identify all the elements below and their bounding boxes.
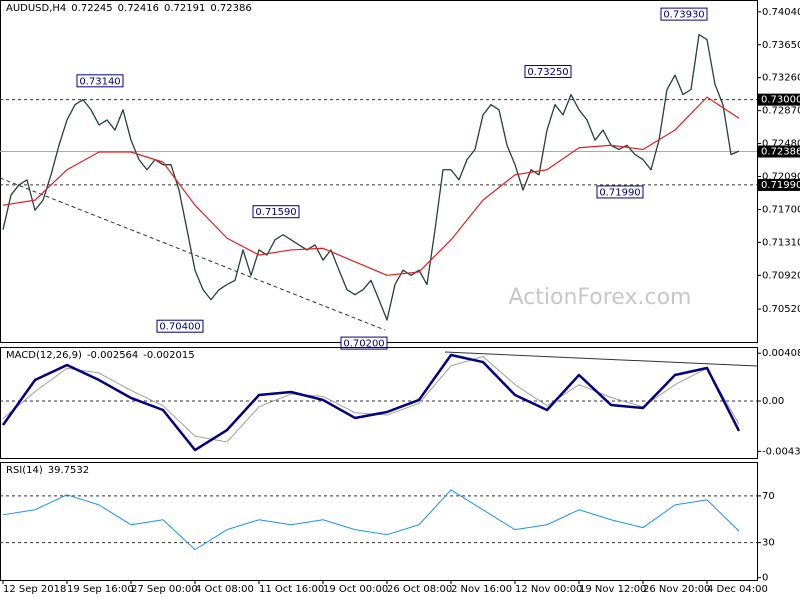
title: MACD(12,26,9) — [6, 350, 82, 361]
level-label: 0.72386 — [761, 146, 800, 157]
header-value: -0.002015 — [143, 350, 194, 361]
x-tick-label: 27 Sep 00:00 — [131, 584, 198, 595]
annotation-box — [252, 205, 300, 219]
annotation-label: 0.71590 — [255, 207, 296, 218]
trend-line — [0, 177, 386, 331]
y-tick-label: 0.72870 — [762, 106, 800, 117]
level-label-box — [757, 93, 800, 106]
annotation-label: 0.70400 — [159, 322, 200, 333]
header-value: 39.7532 — [48, 465, 89, 476]
x-tick-label: 4 Dec 04:00 — [707, 584, 768, 595]
header-value: -0.002564 — [87, 350, 138, 361]
x-tick-label: 12 Nov 00:00 — [515, 584, 582, 595]
y-tick-label: 0.74040 — [762, 7, 800, 18]
series-line — [2, 96, 740, 276]
x-tick-label: 11 Oct 16:00 — [259, 584, 324, 595]
x-tick-label: 2 Nov 16:00 — [451, 584, 512, 595]
title: AUDUSD,H4 — [6, 3, 66, 14]
panel-title: AUDUSD,H4 0.72245 0.72416 0.72191 0.72386 — [6, 3, 252, 14]
y-tick-label: 0 — [762, 573, 768, 584]
annotation-box — [340, 336, 388, 350]
x-tick-label: 4 Oct 08:00 — [195, 584, 254, 595]
annotation-label: 0.70200 — [343, 339, 384, 350]
y-tick-label: 0.73260 — [762, 73, 800, 84]
panel-title: MACD(12,26,9) -0.002564 -0.002015 — [6, 350, 195, 361]
y-tick-label: -0.0043 — [762, 446, 800, 457]
y-tick-label: 0.71700 — [762, 204, 800, 215]
annotation-label: 0.71990 — [599, 187, 640, 198]
annotation-label: 0.73140 — [79, 76, 120, 87]
series-line — [1, 353, 741, 452]
y-tick-label: 0.71310 — [762, 237, 800, 248]
level-label-box — [757, 145, 800, 158]
y-tick-label: 0.004085 — [762, 348, 800, 359]
header-value: 0.72191 — [164, 3, 205, 14]
panel-frame — [0, 462, 758, 581]
x-tick-label: 19 Sep 16:00 — [67, 584, 134, 595]
header-value: 0.72386 — [210, 3, 251, 14]
annotation-box — [524, 65, 572, 79]
level-label-box — [757, 178, 800, 191]
series-line — [2, 33, 740, 321]
y-tick-label: 30 — [762, 538, 775, 549]
annotation-box — [76, 74, 124, 88]
panel-frame — [0, 347, 758, 459]
panel-title: RSI(14) 39.7532 — [6, 465, 89, 476]
annotation-label: 0.73930 — [663, 10, 704, 21]
annotation-box — [660, 7, 708, 21]
macd-trend-line — [444, 351, 758, 367]
x-tick-label: 26 Oct 08:00 — [387, 584, 452, 595]
level-label: 0.73000 — [761, 95, 800, 106]
x-tick-label: 19 Oct 00:00 — [323, 584, 388, 595]
x-tick-label: 19 Nov 12:00 — [579, 584, 646, 595]
annotation-label: 0.73250 — [527, 67, 568, 78]
y-tick-label: 70 — [762, 491, 775, 502]
y-tick-label: 0.00 — [762, 396, 784, 407]
y-tick-label: 0.70920 — [762, 270, 800, 281]
y-tick-label: 0.73650 — [762, 40, 800, 51]
annotation-box — [596, 185, 644, 199]
y-tick-label: 0.72480 — [762, 139, 800, 150]
annotation-box — [156, 319, 204, 333]
x-tick-label: 26 Nov 20:00 — [643, 584, 710, 595]
title: RSI(14) — [6, 465, 43, 476]
y-tick-label: 0.72090 — [762, 171, 800, 182]
header-value: 0.72245 — [71, 3, 112, 14]
watermark: ActionForex.com — [509, 285, 692, 310]
x-tick-label: 12 Sep 2018 — [3, 584, 66, 595]
level-label: 0.71990 — [761, 180, 800, 191]
header-value: 0.72416 — [118, 3, 159, 14]
y-tick-label: 0.70520 — [762, 304, 800, 315]
series-line — [2, 489, 740, 551]
